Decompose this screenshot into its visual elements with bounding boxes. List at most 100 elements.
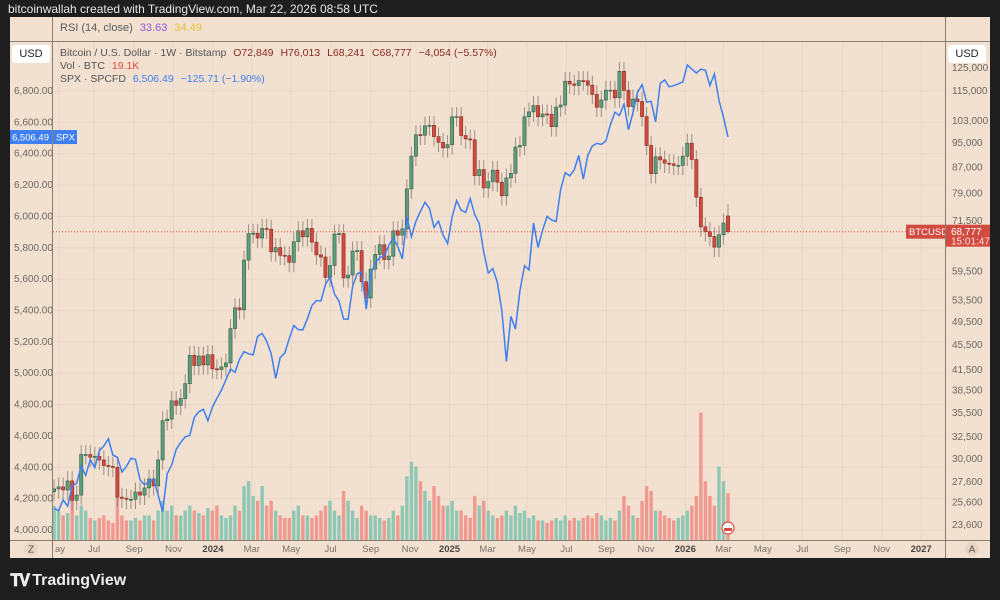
volume-bar	[174, 515, 178, 540]
volume-bar	[400, 505, 405, 540]
volume-bar	[142, 515, 147, 540]
volume-bar	[662, 515, 667, 540]
volume-bar	[436, 495, 441, 540]
candle	[156, 459, 161, 487]
spx-legend-row: SPX · SPCFD 6,506.49 −125.71 (−1.90%)	[60, 73, 501, 86]
volume-bar	[572, 517, 576, 540]
volume-bar	[346, 500, 350, 540]
volume-bar	[536, 520, 540, 540]
volume-bar	[52, 505, 56, 540]
time-axis-label: Nov	[873, 544, 890, 555]
volume-bar	[712, 505, 717, 540]
rsi-pane[interactable]	[10, 17, 990, 42]
volume-bar	[97, 517, 102, 540]
candle	[594, 94, 599, 108]
volume-label[interactable]: Vol · BTC	[60, 60, 105, 72]
volume-bar	[531, 515, 536, 540]
zoom-button-label[interactable]: Z	[28, 545, 34, 556]
candle	[165, 418, 170, 422]
candle	[133, 491, 138, 500]
candle	[617, 71, 622, 99]
right-axis-tick-label: 49,500	[952, 317, 983, 328]
candle	[386, 255, 391, 260]
right-axis-tick-label: 30,000	[952, 454, 983, 465]
left-axis-tick-label: 4,800.00	[14, 400, 53, 411]
spx-label[interactable]: SPX · SPCFD	[60, 73, 126, 85]
volume-bar	[409, 461, 414, 540]
btc-tag-countdown: 15:01:47	[951, 237, 990, 248]
time-axis-label: 2024	[202, 544, 224, 555]
candle	[409, 155, 414, 190]
volume-bar	[567, 520, 572, 540]
time-axis-label: Nov	[165, 544, 182, 555]
time-axis-label: ay	[55, 544, 65, 555]
zoom-button[interactable]	[24, 542, 38, 556]
volume-bar	[124, 520, 129, 540]
auto-scale-button-label[interactable]: A	[969, 545, 976, 556]
candle	[210, 354, 215, 370]
btc-legend-row: Bitcoin / U.S. Dollar · 1W · Bitstamp O7…	[60, 47, 501, 60]
volume-bar	[622, 495, 626, 540]
volume-bar	[549, 520, 554, 540]
candle	[622, 71, 626, 91]
volume-bar	[201, 515, 206, 540]
auto-scale-button[interactable]	[965, 542, 979, 556]
candle	[269, 228, 274, 253]
left-currency-button[interactable]: USD	[12, 45, 50, 63]
candle	[658, 156, 663, 161]
volume-bar	[414, 466, 418, 540]
volume-bar	[396, 515, 400, 540]
volume-bar	[640, 500, 644, 540]
candle	[490, 169, 495, 182]
volume-bar	[486, 510, 490, 540]
candle	[418, 134, 423, 136]
left-axis-tick-label: 4,200.00	[14, 494, 53, 505]
candle	[282, 255, 287, 257]
btc-price-tag	[945, 224, 990, 247]
volume-bar	[292, 510, 296, 540]
volume-bar	[491, 515, 495, 540]
candle	[192, 355, 197, 366]
candle	[436, 136, 441, 143]
volume-bar	[590, 517, 595, 540]
volume-bar	[310, 517, 314, 540]
candle	[309, 228, 314, 243]
candle	[567, 80, 572, 85]
volume-bar	[323, 505, 328, 540]
candle	[110, 466, 115, 468]
candle	[414, 134, 418, 157]
candle	[558, 104, 563, 108]
volume-bar	[441, 505, 445, 540]
right-axis-tick-label: 115,000	[952, 86, 988, 97]
volume-bar	[151, 520, 156, 540]
candle	[319, 254, 323, 258]
candle	[278, 247, 283, 256]
btc-title[interactable]: Bitcoin / U.S. Dollar · 1W · Bitstamp	[60, 47, 227, 59]
candle	[477, 169, 482, 176]
volume-bar	[423, 491, 427, 540]
right-currency-button[interactable]: USD	[948, 45, 986, 63]
volume-bar	[717, 466, 721, 540]
candle	[726, 215, 730, 232]
candle	[169, 400, 174, 420]
spx-value: 6,506.49	[132, 73, 174, 85]
candle	[187, 355, 192, 384]
candle	[653, 156, 658, 174]
volume-bar	[558, 520, 563, 540]
volume-bar	[445, 505, 450, 540]
chart-credit: bitcoinwallah created with TradingView.c…	[8, 2, 378, 16]
volume-bar	[138, 520, 142, 540]
candle	[101, 459, 106, 466]
volume-bar	[287, 517, 291, 540]
time-axis-label: Jul	[796, 544, 808, 555]
tradingview-logo[interactable]: 𝐓𝐕 TradingView	[10, 571, 126, 591]
candle	[626, 90, 631, 107]
right-axis-tick-label: 53,500	[952, 296, 983, 307]
volume-bar	[56, 510, 61, 540]
candle	[450, 116, 455, 145]
candle	[359, 250, 364, 283]
left-axis-tick-label: 4,400.00	[14, 462, 53, 473]
candle	[513, 146, 518, 174]
candle	[423, 125, 427, 136]
